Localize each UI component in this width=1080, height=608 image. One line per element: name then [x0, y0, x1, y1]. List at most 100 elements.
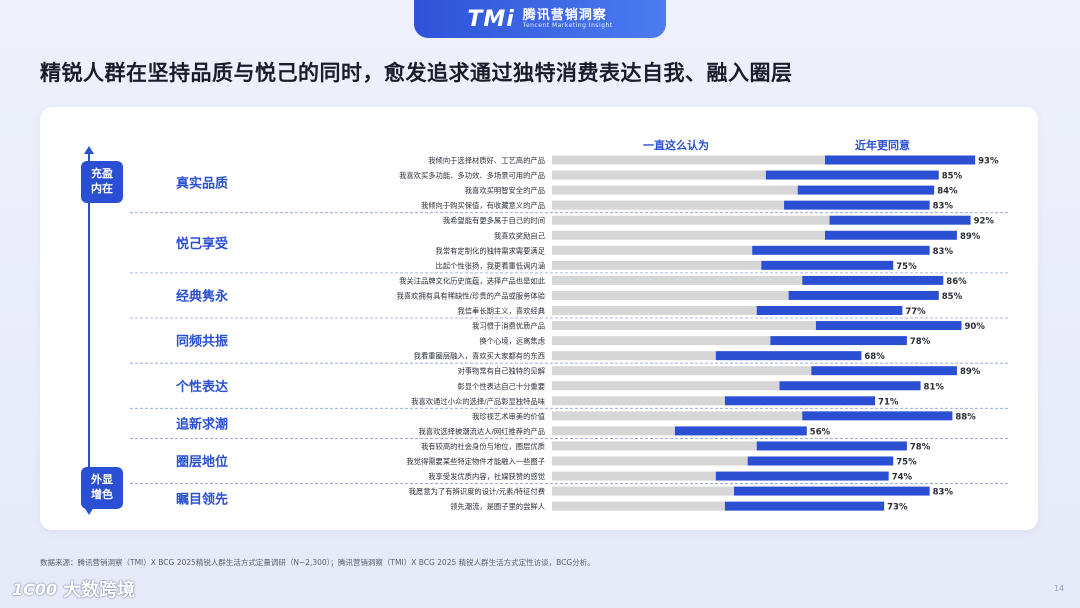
row-label: 我喜欢奖励自己: [494, 231, 545, 240]
bar-base: [552, 275, 803, 285]
value-label: 78%: [910, 442, 931, 452]
row-label: 我关注品牌文化历史底蕴，选择产品也是如此: [399, 276, 546, 285]
value-label: 68%: [864, 352, 885, 362]
axis-arrow-up-icon: [84, 146, 94, 154]
value-label: 83%: [933, 488, 954, 498]
badge-line: 增色: [91, 488, 113, 501]
row-label: 我享受发优质内容，社媒获赞的感觉: [428, 472, 545, 481]
row-label: 我喜欢买多功能、多功效、多场景可用的产品: [399, 171, 545, 180]
row-label: 我觉得需要某些特定物件才能融入一些圈子: [406, 457, 545, 466]
row-label: 我喜欢通过小众的选择/产品彰显独特品味: [411, 397, 546, 406]
badge-line: 内在: [91, 182, 113, 195]
bar-recent: [802, 275, 944, 285]
category-label: 圈层地位: [176, 454, 228, 470]
row-label: 我喜欢选择被潮流达人/网红推荐的产品: [418, 427, 545, 436]
bar-base: [552, 441, 757, 451]
row-label: 我习惯于消费优质产品: [472, 322, 545, 331]
bar-base: [552, 501, 725, 511]
bar-recent: [825, 155, 976, 165]
bar-base: [552, 321, 816, 331]
axis-arrow-down-icon: [84, 507, 94, 515]
value-label: 78%: [910, 337, 931, 347]
legend-recent: 近年更同意: [855, 139, 910, 152]
row-label: 彰显个性表达自己十分重要: [457, 382, 545, 391]
bar-recent: [815, 321, 962, 331]
bar-base: [552, 306, 757, 315]
row-label: 我倾向于购买保值，有收藏意义的产品: [421, 201, 545, 210]
category-label: 同频共振: [176, 334, 228, 350]
value-label: 85%: [942, 172, 963, 182]
value-label: 86%: [946, 277, 967, 287]
badge-outer-expression: 外显 增色: [81, 467, 123, 509]
bar-recent: [715, 471, 889, 481]
row-label: 对事物常有自己独特的见解: [457, 367, 545, 376]
value-label: 75%: [896, 458, 917, 468]
value-label: 77%: [905, 307, 926, 317]
logo-chinese-name: 腾讯营销洞察: [522, 8, 607, 24]
row-label: 我看重圈层融入，喜欢买大家都有的东西: [414, 352, 545, 361]
bar-recent: [770, 336, 907, 346]
bar-base: [552, 230, 825, 240]
bar-base: [552, 245, 753, 255]
bar-recent: [715, 351, 862, 361]
bar-recent: [756, 306, 903, 315]
bar-recent: [779, 381, 921, 391]
value-label: 75%: [896, 262, 917, 272]
value-label: 74%: [892, 473, 913, 483]
logo-text: 腾讯营销洞察 Tencent Marketing Insight: [523, 9, 613, 29]
logo-english-name: Tencent Marketing Insight: [522, 21, 613, 29]
bar-base: [552, 411, 803, 421]
row-label: 我希望能有更多属于自己的时间: [443, 216, 545, 225]
row-label: 我信奉长期主义，喜欢经典: [457, 307, 545, 316]
value-label: 71%: [878, 397, 899, 407]
bar-recent: [811, 366, 957, 376]
bar-recent: [802, 411, 953, 421]
bar-base: [552, 290, 789, 300]
bar-base: [552, 351, 716, 361]
value-label: 81%: [924, 382, 945, 392]
vertical-axis-line: [88, 151, 90, 510]
bar-recent: [761, 260, 894, 270]
bar-recent: [752, 245, 930, 255]
bar-base: [552, 200, 785, 210]
value-label: 90%: [965, 322, 986, 332]
bar-base: [552, 155, 825, 165]
category-label: 悦己享受: [176, 236, 228, 252]
value-label: 84%: [937, 187, 958, 197]
bar-base: [552, 396, 725, 406]
value-label: 93%: [978, 157, 999, 167]
category-label: 真实品质: [176, 176, 228, 192]
badge-line: 外显: [91, 473, 113, 487]
row-label: 我愿意为了有辨识度的设计/元素/特征付费: [409, 487, 545, 496]
value-label: 73%: [887, 503, 908, 513]
bar-base: [552, 381, 780, 391]
row-label: 我珍视艺术审美的价值: [472, 412, 545, 421]
page-title: 精锐人群在坚持品质与悦己的同时，愈发追求通过独特消费表达自我、融入圈层: [40, 61, 793, 85]
bar-recent: [724, 396, 876, 406]
category-label: 追新求潮: [176, 416, 228, 432]
value-label: 83%: [933, 202, 954, 212]
bar-base: [552, 456, 748, 466]
watermark-text: 大数跨境: [63, 580, 136, 601]
header-logo-tab: TMi 腾讯营销洞察 Tencent Marketing Insight: [414, 0, 666, 38]
bar-recent: [724, 501, 885, 511]
value-label: 89%: [960, 232, 981, 242]
bar-recent: [765, 170, 939, 180]
bar-base: [552, 215, 830, 225]
bar-recent: [674, 426, 807, 436]
bar-base: [552, 170, 766, 180]
value-label: 85%: [942, 292, 963, 302]
row-label: 换个心境，远离焦虑: [479, 337, 545, 346]
row-label: 比起个性张扬，我更看重低调内涵: [436, 261, 545, 270]
bar-recent: [747, 456, 894, 466]
legend-base: 一直这么认为: [643, 139, 709, 152]
value-label: 92%: [974, 217, 995, 227]
badge-inner-fulfillment: 充盈 内在: [81, 161, 123, 203]
row-label: 我喜欢拥有具有稀缺性/珍贵的产品或服务体验: [397, 291, 546, 300]
row-label: 领先潮流，是圈子里的尝鲜人: [450, 502, 546, 511]
row-label: 我常有定制化的独特需求需要满足: [436, 246, 546, 255]
category-label: 经典隽永: [176, 288, 229, 304]
bar-base: [552, 486, 734, 496]
bar-recent: [784, 200, 930, 210]
